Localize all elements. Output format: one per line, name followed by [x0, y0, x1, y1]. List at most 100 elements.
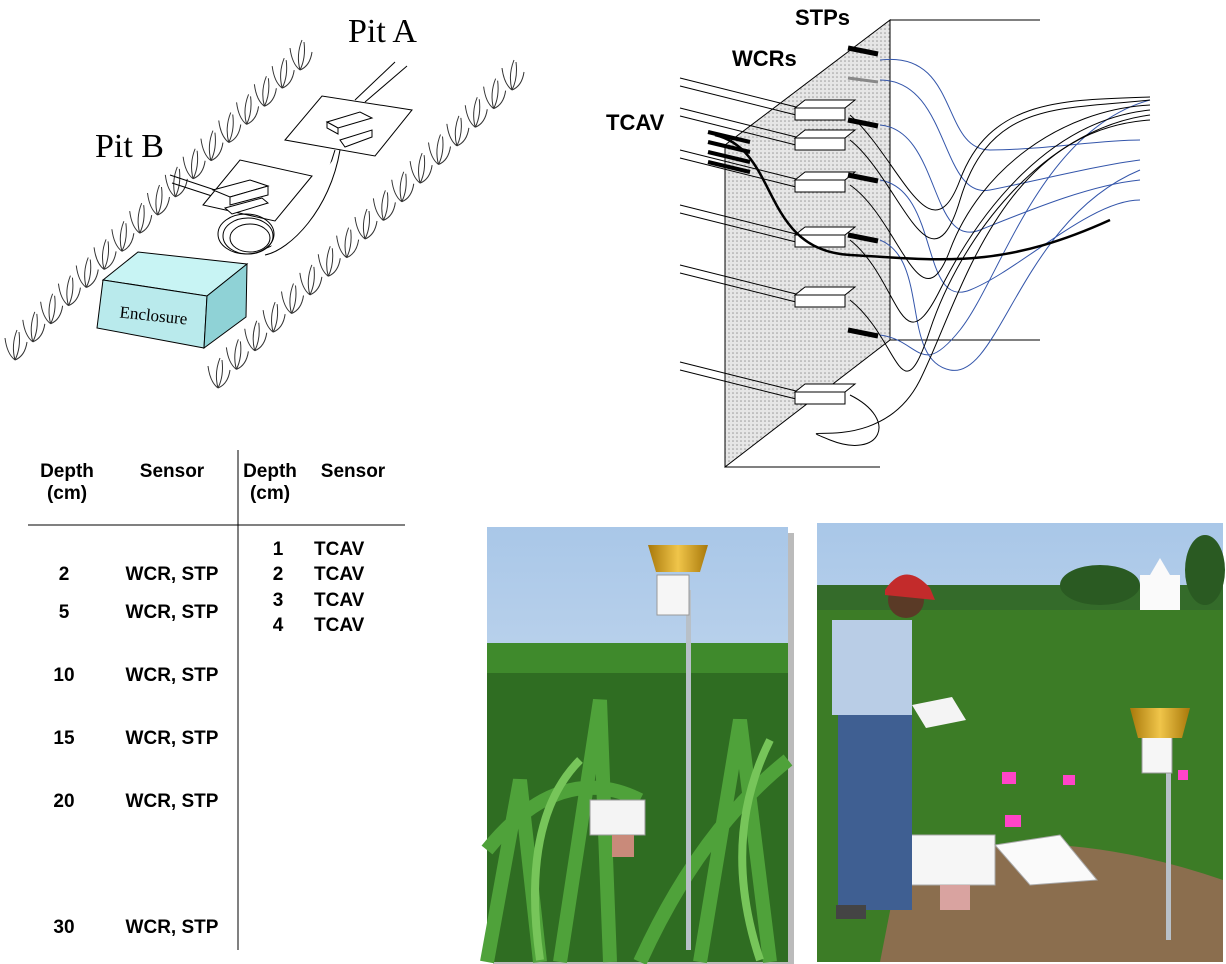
corn-plant: [226, 339, 248, 369]
probe-head: [795, 108, 845, 120]
table-cell: 3: [258, 590, 298, 612]
corn-plant: [219, 113, 241, 143]
probe-head: [795, 295, 845, 307]
shape: [836, 905, 866, 919]
table-cell: WCR, STP: [112, 564, 232, 586]
corn-plant: [355, 209, 377, 239]
corn-plant: [410, 153, 432, 183]
corn-plant: [254, 76, 276, 106]
table-cell: TCAV: [314, 615, 384, 637]
corn-plant: [392, 172, 414, 202]
corn-plant: [201, 131, 223, 161]
table-cell: WCR, STP: [112, 665, 232, 687]
shape: [1140, 575, 1180, 610]
shape: [850, 115, 1150, 371]
corn-plant: [183, 149, 205, 179]
corn-plant: [76, 258, 98, 288]
shape: [1005, 815, 1021, 827]
corn-plant: [130, 203, 152, 233]
probe-head: [795, 138, 845, 150]
shape: [1185, 535, 1225, 605]
photo-soybean: [817, 523, 1225, 962]
shape: [850, 97, 1150, 210]
shape: [832, 620, 912, 715]
shape: [1130, 708, 1190, 738]
probe-head: [795, 392, 845, 404]
shape: [838, 705, 912, 910]
corn-plant: [318, 246, 340, 276]
shape: [910, 835, 995, 885]
table-cell: TCAV: [314, 564, 384, 586]
corn-plant: [373, 190, 395, 220]
shape: [1002, 772, 1016, 784]
table-cell: 2: [44, 564, 84, 586]
pit-a: [260, 62, 412, 255]
table-cell: Sensor: [122, 461, 222, 483]
shape: [940, 885, 970, 910]
table-cell: 4: [258, 615, 298, 637]
shape: [285, 96, 412, 156]
photo-corn: [487, 527, 794, 964]
corn-plant: [465, 97, 487, 127]
table-cell: 10: [44, 665, 84, 687]
table-cell: TCAV: [314, 590, 384, 612]
wcrs-label: WCRs: [732, 46, 797, 71]
shape: [1178, 770, 1188, 780]
corn-plant: [23, 312, 45, 342]
corn-plant: [148, 185, 170, 215]
page: Enclosure Pit A Pit B STPs WCRs TCAV: [0, 0, 1226, 964]
corn-plant: [5, 330, 27, 360]
corn-plant: [112, 221, 134, 251]
shape: [590, 800, 645, 835]
table-cell: Depth (cm): [238, 461, 302, 505]
corn-plant: [429, 135, 451, 165]
shape: [487, 643, 788, 673]
table-cell: Depth (cm): [32, 461, 102, 505]
corn-plant: [502, 60, 524, 90]
probe-head: [795, 100, 855, 108]
corn-plant: [447, 116, 469, 146]
corn-plant: [337, 228, 359, 258]
table-cell: 2: [258, 564, 298, 586]
table-cell: 1: [258, 539, 298, 561]
enclosure-box: [97, 252, 247, 348]
shape: [880, 180, 1140, 292]
probe-head: [795, 384, 855, 392]
shape: [880, 80, 1140, 191]
corn-plant: [484, 79, 506, 109]
shape: [1142, 735, 1172, 773]
shape: [850, 105, 1150, 279]
table-cell: TCAV: [314, 539, 384, 561]
pit-b-label: Pit B: [95, 128, 164, 165]
corn-plant: [263, 302, 285, 332]
shape: [880, 100, 1150, 355]
table-cell: 20: [44, 791, 84, 813]
sensor-panel: [725, 20, 1040, 467]
corn-plant: [300, 265, 322, 295]
corn-plant: [208, 358, 230, 388]
corn-plant: [237, 94, 259, 124]
table-cell: WCR, STP: [112, 602, 232, 624]
corn-plant: [58, 276, 80, 306]
table-cell: WCR, STP: [112, 917, 232, 939]
corn-plant: [290, 40, 312, 70]
probe-head: [795, 130, 855, 138]
probe-rod: [680, 78, 800, 108]
stps-label: STPs: [795, 5, 850, 30]
table-cell: WCR, STP: [112, 791, 232, 813]
corn-plant: [272, 58, 294, 88]
corn-plant: [165, 167, 187, 197]
corn-plant: [245, 321, 267, 351]
corn-plant: [41, 294, 63, 324]
corn-plant: [94, 239, 116, 269]
probe-head: [795, 287, 855, 295]
table-cell: Sensor: [308, 461, 398, 483]
shape: [230, 224, 270, 252]
corn-plant: [282, 284, 304, 314]
probe-head: [795, 172, 855, 180]
shape: [612, 835, 634, 857]
shape: [880, 125, 1140, 232]
probe-head: [795, 180, 845, 192]
probe-rod: [680, 86, 800, 116]
pit-a-label: Pit A: [348, 13, 417, 50]
